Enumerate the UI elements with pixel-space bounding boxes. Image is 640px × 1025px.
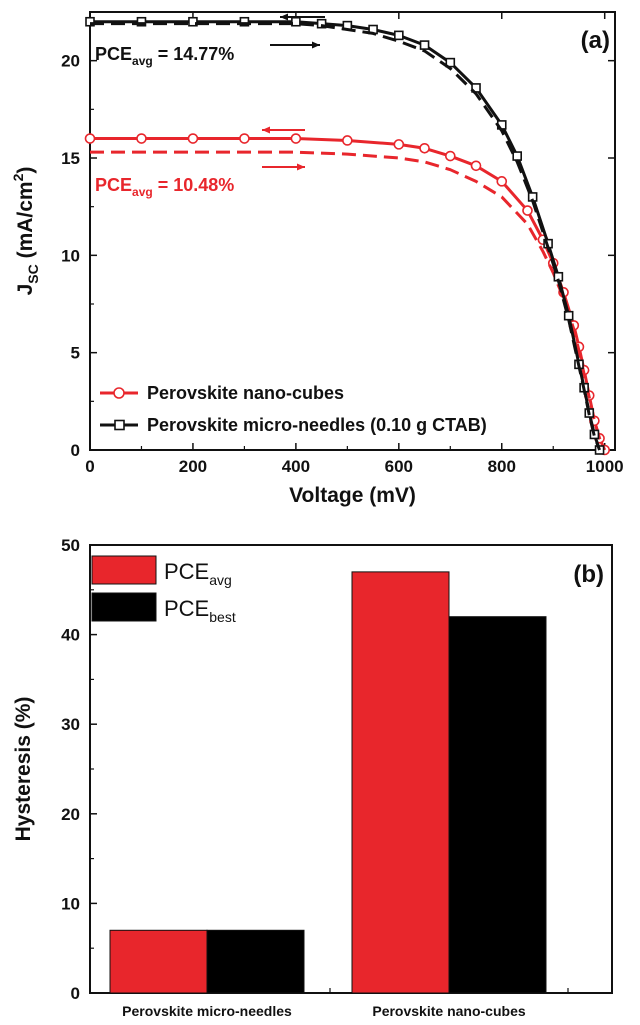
category-label: Perovskite micro-needles (122, 1003, 292, 1019)
data-point (85, 16, 95, 27)
series-3 (90, 22, 601, 451)
x-tick-label: 0 (85, 457, 94, 476)
data-point (512, 151, 523, 161)
y-tick-label: 20 (61, 52, 80, 71)
legend-b: PCEavg PCEbest (91, 555, 236, 625)
legend-swatch (91, 592, 157, 622)
y-tick-label: 30 (61, 715, 80, 734)
legend-marker (114, 419, 125, 431)
data-point (445, 57, 456, 68)
x-tick-label: 200 (179, 457, 207, 476)
legend-label: Perovskite nano-cubes (147, 383, 344, 403)
data-point (188, 16, 198, 27)
bar (351, 571, 450, 994)
legend-a: Perovskite nano-cubes Perovskite micro-ne… (100, 383, 487, 435)
x-axis-title: Voltage (mV) (289, 484, 416, 507)
legend-marker (113, 387, 125, 399)
y-tick-label: 0 (71, 984, 80, 1003)
data-point (444, 150, 456, 162)
bar (109, 929, 208, 994)
reverse-arrow-red (262, 126, 305, 134)
forward-arrow-red (262, 163, 305, 171)
series-line (90, 150, 607, 451)
x-tick-label: 1000 (586, 457, 624, 476)
data-point (291, 16, 301, 27)
panel-a-frame (89, 11, 616, 451)
arrow-head (280, 13, 288, 21)
arrow-head (312, 41, 320, 49)
category-label: Perovskite nano-cubes (372, 1003, 525, 1019)
data-point (522, 205, 533, 216)
data-point (419, 40, 430, 50)
bar (448, 616, 547, 994)
legend-item: PCEbest (91, 592, 236, 625)
x-tick-label: 400 (282, 457, 310, 476)
panel-b-hysteresis-bars: 0 10 20 30 40 50 Hysteresis (%) (b) Perovskite m… (12, 536, 613, 1019)
y-tick-label: 10 (61, 246, 80, 265)
data-point (136, 16, 147, 27)
x-tick-label: 600 (385, 457, 413, 476)
arrow-head (297, 163, 305, 171)
series-1 (90, 150, 607, 451)
data-point (239, 16, 250, 27)
legend-item: Perovskite micro-needles (0.10 g CTAB) (100, 415, 487, 435)
data-point (84, 133, 96, 144)
data-point (419, 142, 430, 154)
arrow-head (262, 126, 270, 134)
legend-label: Perovskite micro-needles (0.10 g CTAB) (147, 415, 487, 435)
legend-swatch (91, 555, 157, 585)
legend-label: PCEbest (164, 596, 236, 625)
data-point (290, 133, 302, 144)
y-tick-label: 5 (71, 344, 80, 363)
data-point (496, 176, 508, 187)
y-axis-title-b: Hysteresis (%) (12, 697, 35, 842)
bar (206, 929, 305, 994)
data-point (187, 133, 199, 144)
series-line (90, 137, 607, 451)
panel-a-jv-curves: 0 200 400 600 800 1000 0 5 10 15 20 Voltage (mV) JSC… (10, 11, 624, 507)
legend-item: Perovskite nano-cubes (100, 383, 344, 403)
y-tick-label: 0 (71, 441, 80, 460)
panel-label-a: (a) (581, 27, 610, 54)
data-point (342, 135, 353, 146)
panel-label-b: (b) (573, 561, 604, 588)
forward-arrow-black (270, 41, 320, 49)
data-point (136, 133, 147, 144)
pce-annotation-red: PCEavg = 10.48% (95, 175, 234, 199)
data-point (393, 139, 405, 150)
x-tick-label: 800 (488, 457, 516, 476)
y-tick-label: 10 (61, 894, 80, 913)
data-point (563, 310, 574, 321)
data-point (239, 133, 250, 144)
data-point (316, 18, 327, 29)
y-tick-label: 40 (61, 626, 80, 645)
y-tick-label: 20 (61, 805, 80, 824)
y-axis-title: JSC (mA/cm2) (10, 167, 41, 296)
y-tick-label: 15 (61, 149, 80, 168)
data-point (394, 30, 404, 41)
series-line (90, 22, 601, 451)
pce-annotation-black: PCEavg = 14.77% (95, 44, 234, 68)
legend-item: PCEavg (91, 555, 232, 588)
data-point (470, 160, 482, 172)
series-0 (84, 133, 611, 456)
y-tick-label: 50 (61, 536, 80, 555)
legend-label: PCEavg (164, 559, 232, 588)
reverse-arrow-black (280, 13, 325, 21)
